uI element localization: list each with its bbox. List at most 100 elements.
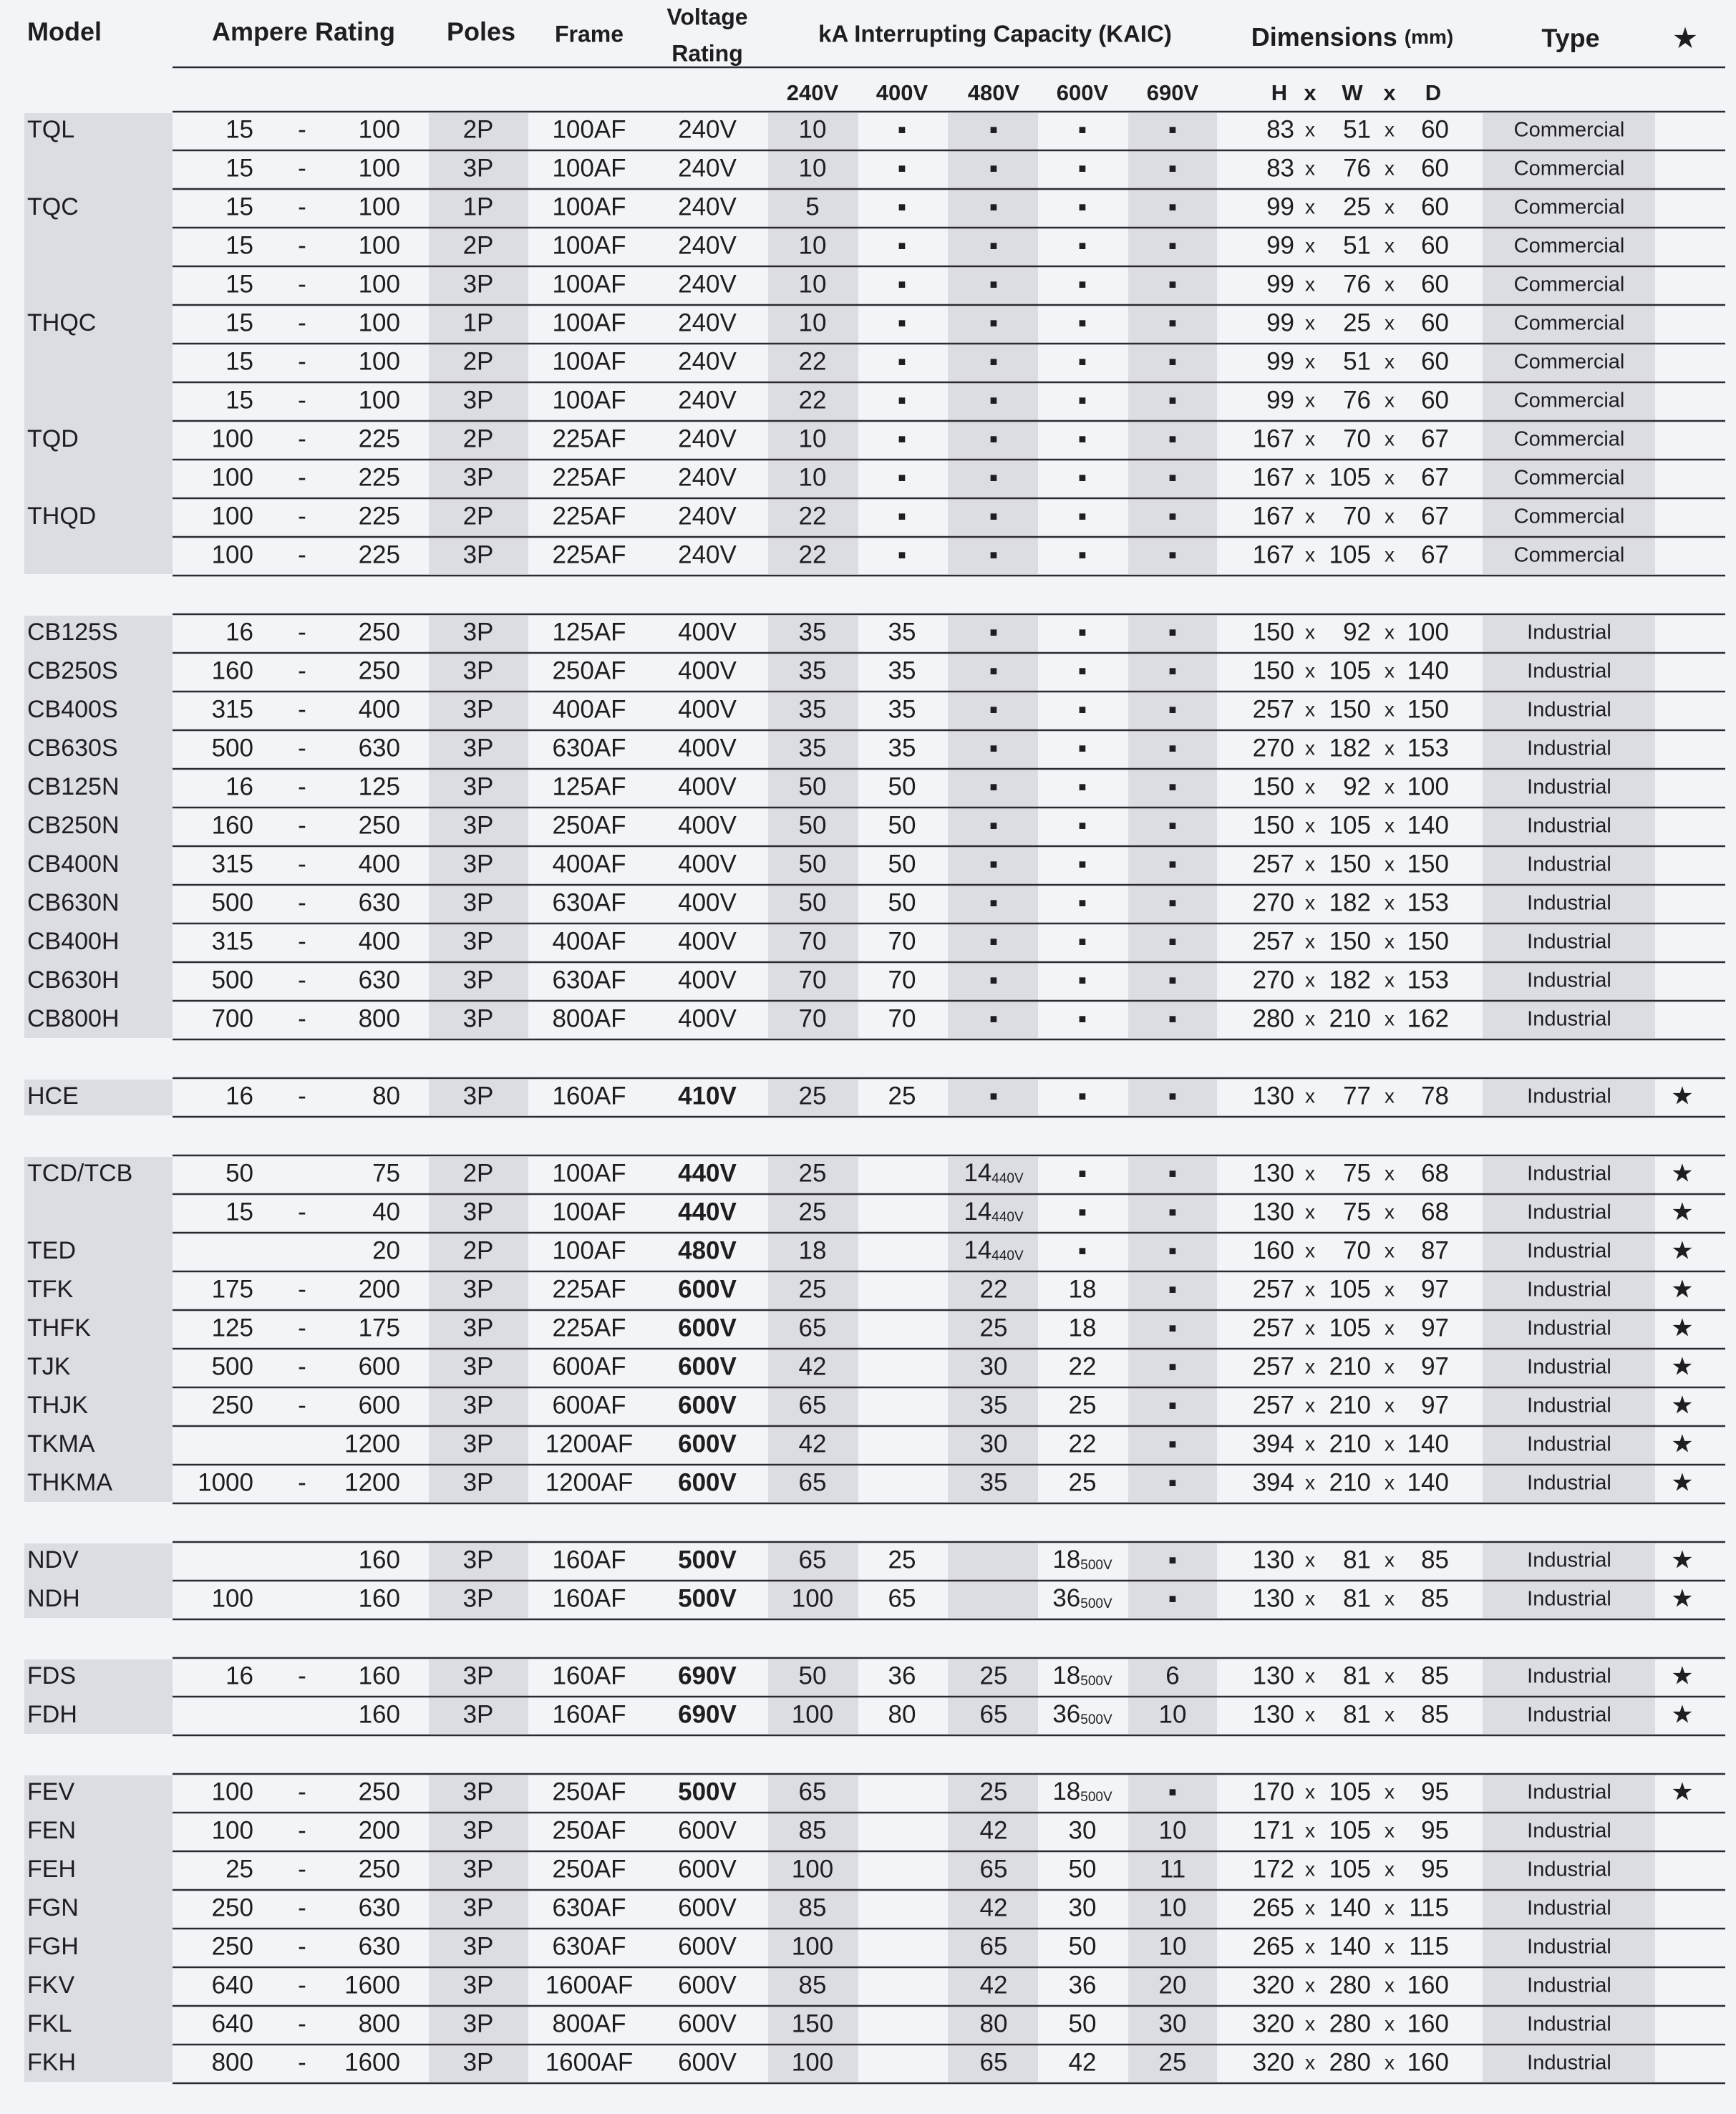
poles: 3P [463, 656, 494, 684]
amp-to: 125 [359, 772, 400, 800]
amp-from: 640 [212, 1971, 253, 1999]
dim-separator: x [1305, 1355, 1315, 1377]
poles: 3P [463, 772, 494, 800]
kaic-480: ▪ [989, 425, 998, 452]
poles: 3P [463, 1894, 494, 1921]
amp-from: 315 [212, 695, 253, 723]
dim-h: 130 [1253, 1584, 1294, 1612]
kaic-400: 70 [888, 1004, 916, 1032]
kaic-690: ▪ [1168, 1778, 1177, 1805]
dim-d: 60 [1421, 347, 1449, 375]
poles: 3P [463, 463, 494, 491]
kaic-600: 22 [1069, 1352, 1097, 1380]
dim-w: 280 [1329, 2009, 1371, 2037]
dim-h: 167 [1253, 502, 1294, 530]
poles: 2P [463, 502, 494, 530]
frame: 1600AF [545, 2048, 634, 2076]
model: CB630S [27, 734, 118, 762]
model: HCE [27, 1082, 79, 1110]
dim-w: 105 [1329, 540, 1371, 568]
amp-to: 1200 [344, 1468, 400, 1496]
kaic-480: ▪ [989, 734, 998, 762]
header-dimensions: Dimensions (mm) [1251, 22, 1454, 52]
frame: 630AF [552, 888, 626, 916]
kaic-690: 11 [1160, 1855, 1185, 1883]
dim-w: 150 [1329, 850, 1371, 878]
poles: 3P [463, 1004, 494, 1032]
poles: 3P [463, 1352, 494, 1380]
kaic-240: 42 [799, 1352, 827, 1380]
type: Industrial [1527, 1704, 1611, 1727]
amp-from: 15 [226, 115, 253, 143]
kaic-480: ▪ [989, 811, 998, 839]
poles: 3P [463, 1082, 494, 1110]
amp-from: 16 [226, 1082, 253, 1110]
model: FGN [27, 1894, 79, 1921]
type: Industrial [1527, 621, 1611, 644]
dim-d: 95 [1421, 1778, 1449, 1805]
model: CB400N [27, 850, 120, 878]
voltage: 690V [678, 1700, 737, 1728]
kaic-400: ▪ [898, 502, 906, 530]
dim-d: 115 [1409, 1894, 1449, 1921]
dim-separator: x [1385, 389, 1395, 411]
dim-h: 265 [1253, 1932, 1294, 1960]
amp-to: 200 [359, 1816, 400, 1844]
amp-to: 400 [359, 927, 400, 955]
dim-w: 105 [1329, 811, 1371, 839]
dim-separator: x [1385, 1278, 1395, 1300]
type: Commercial [1514, 428, 1625, 451]
kaic-400: 35 [888, 656, 916, 684]
kaic-600-subscript: 500V [1080, 1596, 1112, 1611]
star: ★ [1671, 1314, 1693, 1342]
amp-to: 225 [359, 463, 400, 491]
column-shade [24, 113, 173, 574]
dim-d: 68 [1421, 1198, 1449, 1226]
poles: 3P [463, 1778, 494, 1805]
kaic-240: 35 [799, 734, 827, 762]
star: ★ [1671, 1082, 1693, 1110]
amp-dash: - [298, 1198, 306, 1226]
kaic-690: ▪ [1168, 966, 1177, 994]
type: Industrial [1527, 969, 1611, 992]
kaic-480: ▪ [989, 966, 998, 994]
model: CB125N [27, 773, 120, 800]
dim-separator: x [1385, 1587, 1395, 1609]
type: Industrial [1527, 737, 1611, 760]
kaic-480-subscript: 440V [991, 1171, 1024, 1186]
kaic-690: ▪ [1168, 811, 1177, 839]
amp-to: 100 [359, 309, 400, 336]
kaic-240: 65 [799, 1314, 827, 1342]
type: Industrial [1527, 931, 1611, 954]
frame: 100AF [552, 1198, 626, 1226]
kaic-480: 65 [980, 1700, 1008, 1728]
kaic-690: ▪ [1168, 1468, 1177, 1496]
type: Industrial [1527, 1665, 1611, 1688]
dim-separator: x [1305, 1664, 1315, 1687]
dim-separator: x [1385, 1239, 1395, 1261]
model: CB630N [27, 889, 120, 916]
model: CB125S [27, 619, 118, 646]
poles: 2P [463, 1159, 494, 1187]
kaic-600: ▪ [1078, 734, 1087, 762]
amp-to: 20 [372, 1236, 400, 1264]
kaic-690: 20 [1159, 1971, 1187, 1999]
type: Commercial [1514, 389, 1625, 412]
amp-to: 250 [359, 811, 400, 839]
kaic-600: ▪ [1078, 1198, 1087, 1226]
kaic-600-value: 36 [1052, 1584, 1080, 1612]
kaic-400: 50 [888, 850, 916, 878]
model: TQL [27, 116, 74, 143]
amp-to: 40 [372, 1198, 400, 1226]
kaic-690: ▪ [1168, 1198, 1177, 1226]
dim-h: 150 [1253, 656, 1294, 684]
column-shade [768, 1157, 858, 1502]
model: FDH [27, 1701, 77, 1728]
frame: 400AF [552, 850, 626, 878]
dim-h: 130 [1253, 1082, 1294, 1110]
model: TQD [27, 425, 79, 452]
type: Industrial [1527, 776, 1611, 799]
kaic-480: ▪ [989, 309, 998, 336]
dim-d: 85 [1421, 1546, 1449, 1574]
amp-to: 80 [372, 1082, 400, 1110]
